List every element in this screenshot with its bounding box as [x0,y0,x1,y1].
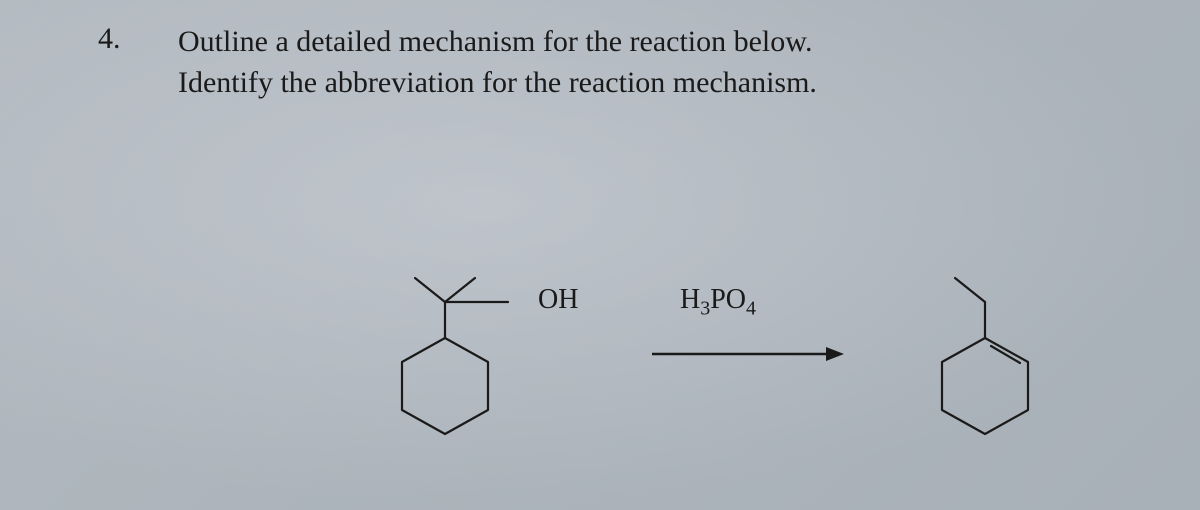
oh-label: OH [538,284,578,316]
reaction-scheme: OH H3PO4 [340,240,1120,480]
reagent-sub-4: 4 [746,298,756,320]
question-text: Outline a detailed mechanism for the rea… [178,22,1078,103]
reagent-label: H3PO4 [680,284,756,321]
reagent-sub-3: 3 [700,298,710,320]
question-number: 4. [98,22,121,56]
question-line-1: Outline a detailed mechanism for the rea… [178,22,1078,63]
product [900,260,1080,485]
reagent-PO: PO [710,284,746,315]
question-line-2: Identify the abbreviation for the reacti… [178,63,1078,104]
reagent-H: H [680,284,700,315]
reaction-arrow [650,342,850,371]
